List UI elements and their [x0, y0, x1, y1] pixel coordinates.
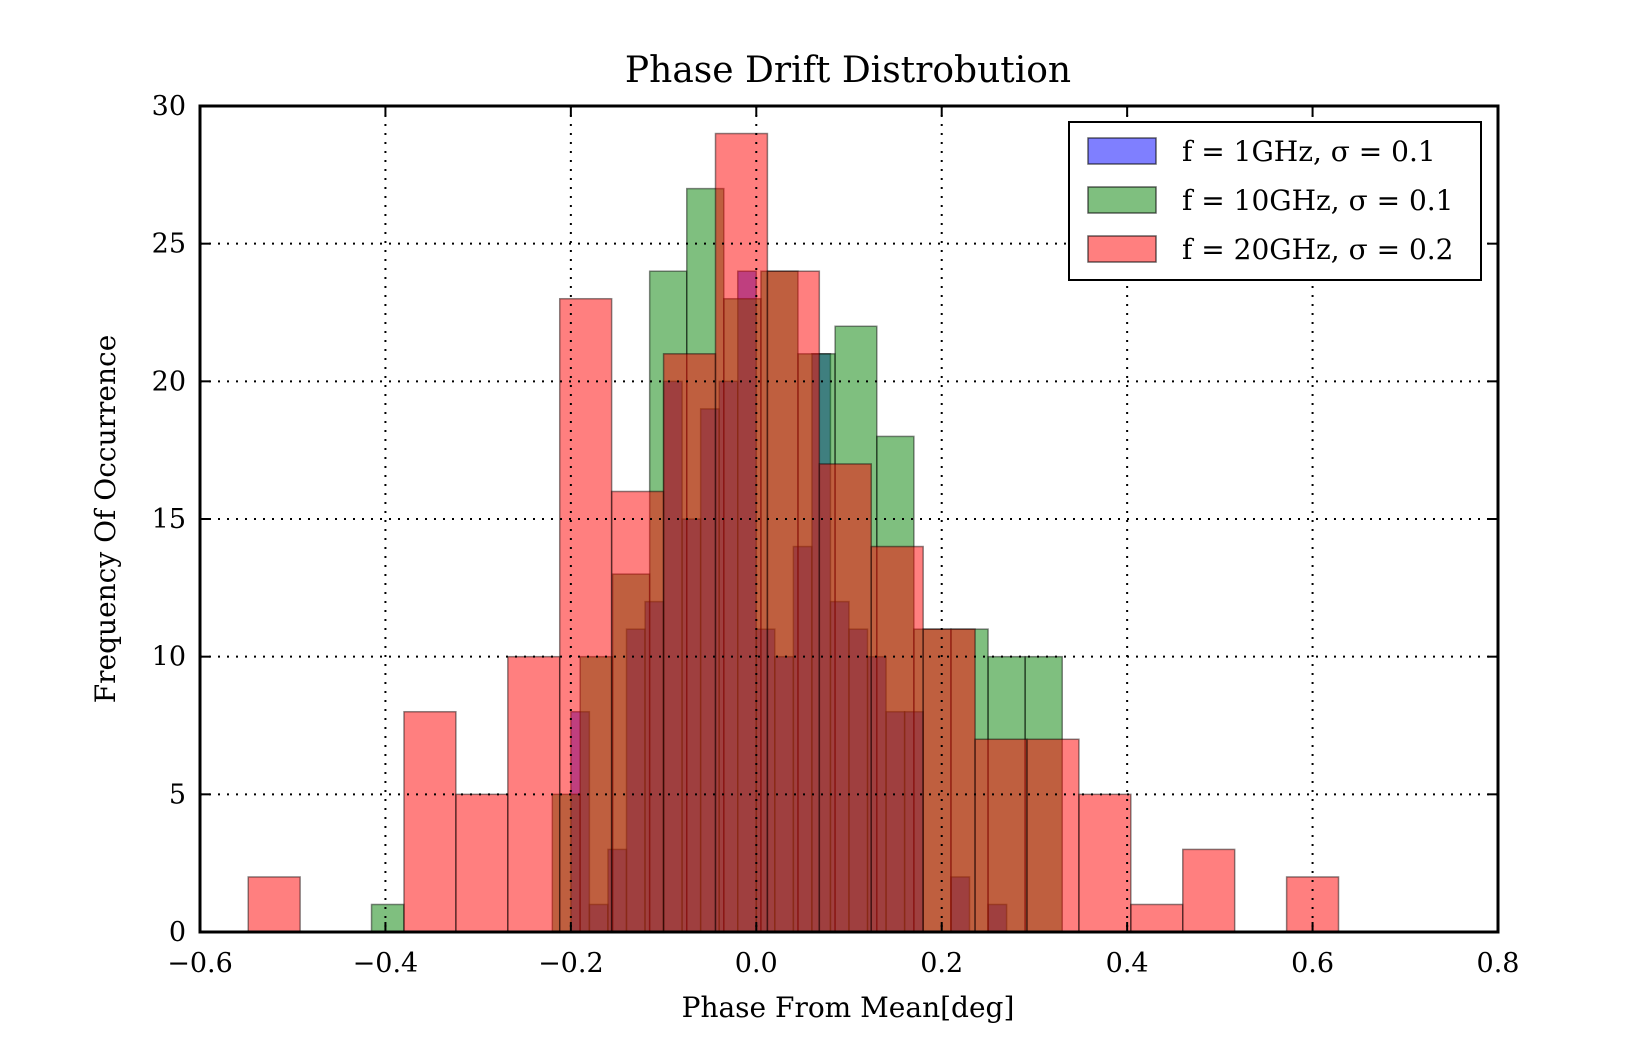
y-tick-label: 15 — [152, 504, 186, 535]
y-tick-label: 20 — [152, 366, 186, 397]
legend: f = 1GHz, σ = 0.1 f = 10GHz, σ = 0.1 f = 2… — [1068, 121, 1482, 281]
series-3-bar — [922, 628, 976, 933]
series-3-bar — [974, 738, 1028, 933]
gridlines — [200, 106, 1498, 932]
series-3-bar — [870, 545, 924, 933]
legend-swatch — [1087, 186, 1157, 214]
series-3-bar — [610, 490, 665, 933]
y-axis-title: Frequency Of Occurrence — [89, 335, 122, 704]
series-3-bar — [403, 710, 457, 933]
series-3-bar — [247, 876, 301, 933]
series-3-bar — [1130, 903, 1184, 933]
y-tick-label: 5 — [169, 779, 186, 810]
x-tick-label: −0.6 — [167, 948, 233, 979]
x-tick-label: 0.0 — [735, 948, 778, 979]
x-tick-label: 0.8 — [1477, 948, 1520, 979]
legend-label: f = 10GHz, σ = 0.1 — [1182, 184, 1454, 217]
legend-swatch — [1087, 137, 1157, 165]
y-tick-label: 10 — [152, 642, 186, 673]
series-3-bar — [766, 270, 821, 933]
series-3-bar — [1026, 738, 1080, 933]
series-3-bar — [558, 297, 613, 933]
x-tick-label: 0.6 — [1291, 948, 1334, 979]
legend-label: f = 1GHz, σ = 0.1 — [1182, 135, 1436, 168]
x-axis-title: Phase From Mean[deg] — [682, 991, 1015, 1024]
axis-ticks: −0.6 −0.4 −0.2 0.0 0.2 0.4 0.6 0.8 0 5 10 15 20 25 30 — [152, 91, 1520, 979]
series-3-bar — [1182, 848, 1236, 933]
series-2-bar — [370, 903, 405, 933]
x-tick-label: −0.2 — [538, 948, 604, 979]
series-3-bar — [662, 353, 717, 933]
chart-title: Phase Drift Distrobution — [625, 50, 1071, 91]
y-tick-label: 30 — [152, 91, 186, 122]
x-tick-label: −0.4 — [353, 948, 419, 979]
series-3-bar — [714, 132, 769, 933]
x-tick-label: 0.2 — [920, 948, 963, 979]
y-tick-label: 0 — [169, 917, 186, 948]
series-3-bar — [818, 463, 873, 933]
x-tick-label: 0.4 — [1106, 948, 1149, 979]
legend-label: f = 20GHz, σ = 0.2 — [1182, 233, 1454, 266]
series-3-bar — [455, 793, 509, 933]
series-3-bar — [1078, 793, 1132, 933]
y-tick-label: 25 — [152, 229, 186, 260]
legend-swatch — [1087, 235, 1157, 263]
histogram-bars — [247, 132, 1340, 933]
